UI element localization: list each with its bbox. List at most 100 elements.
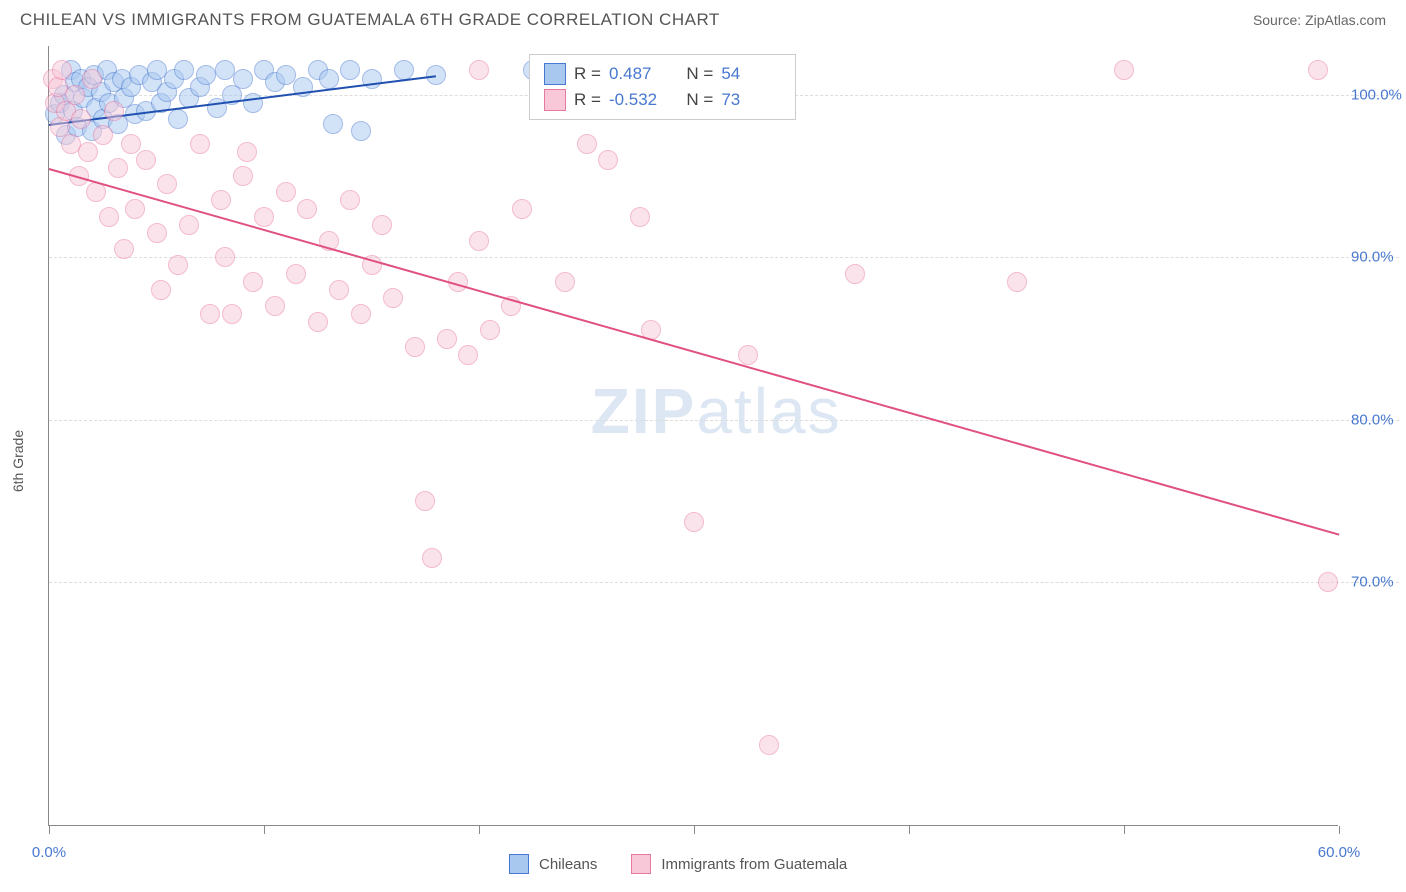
data-point [372,215,392,235]
x-tick-label: 60.0% [1318,844,1361,861]
data-point [78,142,98,162]
data-point [340,190,360,210]
data-point [329,280,349,300]
y-tick-label: 80.0% [1351,411,1394,428]
data-point [233,166,253,186]
data-point [469,231,489,251]
data-point [121,134,141,154]
data-point [577,134,597,154]
data-point [383,288,403,308]
data-point [684,512,704,532]
data-point [211,190,231,210]
stats-row: R =-0.532 N =73 [544,87,781,113]
r-value: 0.487 [609,64,669,84]
data-point [422,548,442,568]
data-point [82,69,102,89]
data-point [190,134,210,154]
data-point [114,239,134,259]
data-point [200,304,220,324]
r-label: R = [574,64,601,84]
data-point [286,264,306,284]
data-point [215,247,235,267]
chart-title: CHILEAN VS IMMIGRANTS FROM GUATEMALA 6TH… [20,10,720,30]
series-swatch [544,89,566,111]
data-point [108,158,128,178]
data-point [555,272,575,292]
data-point [437,329,457,349]
data-point [319,69,339,89]
x-tick-mark [49,826,50,834]
data-point [480,320,500,340]
legend-swatch [631,854,651,874]
data-point [65,85,85,105]
data-point [179,215,199,235]
legend-swatch [509,854,529,874]
data-point [1318,572,1338,592]
x-tick-mark [1124,826,1125,834]
data-point [136,150,156,170]
data-point [168,109,188,129]
data-point [71,109,91,129]
data-point [222,304,242,324]
data-point [458,345,478,365]
data-point [405,337,425,357]
data-point [276,182,296,202]
x-tick-label: 0.0% [32,844,66,861]
y-tick-label: 70.0% [1351,574,1394,591]
plot-area: ZIPatlas 70.0%80.0%90.0%100.0%0.0%60.0%R… [48,46,1338,826]
data-point [196,65,216,85]
source-label: Source: ZipAtlas.com [1253,12,1386,28]
data-point [738,345,758,365]
gridline [49,257,1399,258]
trend-line [49,168,1340,536]
data-point [265,296,285,316]
gridline [49,582,1399,583]
data-point [845,264,865,284]
n-label: N = [677,64,713,84]
data-point [254,207,274,227]
data-point [151,280,171,300]
data-point [630,207,650,227]
n-value: 73 [721,90,781,110]
data-point [147,223,167,243]
x-tick-mark [909,826,910,834]
series-swatch [544,63,566,85]
stats-row: R = 0.487 N = 54 [544,61,781,87]
chart-container: 6th Grade ZIPatlas 70.0%80.0%90.0%100.0%… [0,36,1406,886]
legend-label: Immigrants from Guatemala [661,856,847,873]
gridline [49,420,1399,421]
legend: Chileans Immigrants from Guatemala [509,854,871,874]
header: CHILEAN VS IMMIGRANTS FROM GUATEMALA 6TH… [0,0,1406,36]
data-point [157,174,177,194]
stats-box: R =0.487 N =54R =-0.532 N =73 [529,54,796,120]
data-point [469,60,489,80]
data-point [512,199,532,219]
r-label: R = [574,90,601,110]
x-tick-mark [1339,826,1340,834]
data-point [759,735,779,755]
data-point [598,150,618,170]
data-point [174,60,194,80]
data-point [308,312,328,332]
x-tick-mark [694,826,695,834]
y-tick-label: 90.0% [1351,249,1394,266]
data-point [99,207,119,227]
legend-label: Chileans [539,856,597,873]
watermark: ZIPatlas [591,374,842,448]
data-point [243,272,263,292]
n-label: N = [677,90,713,110]
data-point [125,199,145,219]
data-point [351,304,371,324]
data-point [323,114,343,134]
x-tick-mark [264,826,265,834]
data-point [297,199,317,219]
data-point [1114,60,1134,80]
n-value: 54 [721,64,781,84]
data-point [1308,60,1328,80]
y-axis-label: 6th Grade [10,430,26,492]
data-point [351,121,371,141]
data-point [52,60,72,80]
data-point [233,69,253,89]
data-point [340,60,360,80]
y-tick-label: 100.0% [1351,86,1402,103]
